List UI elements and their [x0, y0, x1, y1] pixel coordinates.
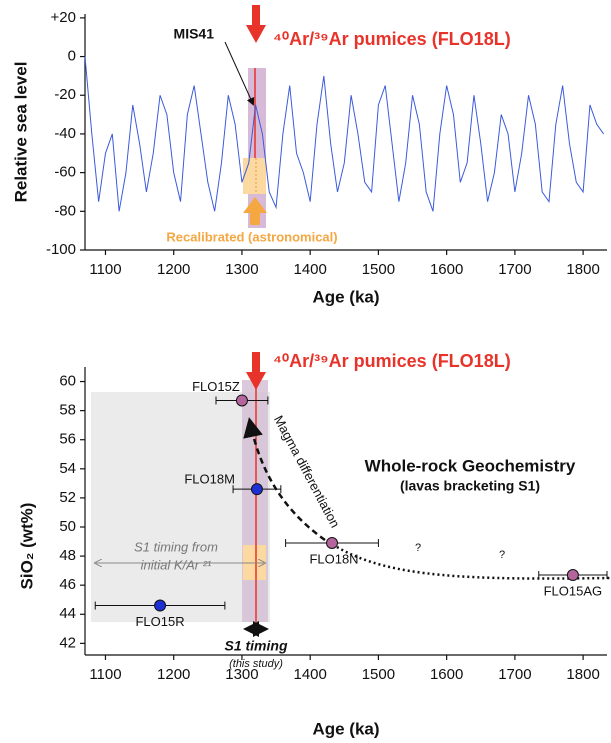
- y-tick-label: 44: [59, 605, 76, 622]
- x-tick-label: 1200: [157, 666, 190, 683]
- x-axis-label: Age (ka): [312, 287, 379, 306]
- x-tick-label: 1200: [157, 261, 190, 278]
- y-tick-label: 56: [59, 431, 76, 448]
- data-point: [235, 394, 248, 407]
- y-axis-label: SiO₂ (wt%): [17, 503, 36, 590]
- y-tick-label: -60: [54, 164, 76, 181]
- point-label: FLO18M: [184, 472, 235, 487]
- annotation: Whole-rock Geochemistry: [365, 456, 576, 475]
- point-label: FLO18N: [309, 551, 358, 566]
- top-decor: [224, 5, 267, 228]
- annotation: Recalibrated (astronomical): [166, 229, 337, 244]
- y-tick-label: 60: [59, 373, 76, 390]
- data-point: [154, 599, 167, 612]
- y-tick-label: -20: [54, 86, 76, 103]
- x-tick-label: 1600: [430, 261, 463, 278]
- x-tick-label: 1800: [566, 666, 599, 683]
- x-tick-label: 1700: [498, 261, 531, 278]
- y-tick-label: 50: [59, 518, 76, 535]
- annotation: ?: [499, 549, 505, 561]
- annotation: (lavas bracketing S1): [400, 478, 540, 494]
- sea-level-line: [84, 56, 604, 212]
- x-tick-label: 1400: [293, 666, 326, 683]
- point-label: FLO15R: [135, 614, 184, 629]
- point-label: FLO15AG: [544, 583, 603, 598]
- x-tick-label: 1600: [430, 666, 463, 683]
- y-tick-label: -80: [54, 202, 76, 219]
- data-point: [566, 569, 579, 581]
- y-tick-label: 0: [68, 48, 76, 65]
- x-tick-label: 1800: [566, 261, 599, 278]
- x-axis-label: Age (ka): [312, 719, 379, 738]
- x-tick-label: 1700: [498, 666, 531, 683]
- y-tick-label: 52: [59, 489, 76, 506]
- annotation: (this study): [229, 658, 283, 670]
- bottom-decor: [91, 352, 611, 637]
- y-tick-label: 54: [59, 460, 76, 477]
- y-tick-label: 48: [59, 547, 76, 564]
- y-tick-label: 46: [59, 576, 76, 593]
- annotation: S1 timing from: [134, 539, 218, 554]
- annotation: initial K/Ar ²¹: [141, 557, 212, 572]
- x-tick-label: 1500: [362, 666, 395, 683]
- y-tick-label: 42: [59, 634, 76, 651]
- y-tick-label: -100: [46, 241, 76, 258]
- x-tick-label: 1100: [89, 261, 121, 278]
- x-tick-label: 1500: [362, 261, 395, 278]
- annotation: ⁴⁰Ar/³⁹Ar pumices (FLO18L): [273, 351, 511, 371]
- data-point: [250, 483, 263, 496]
- data-point: [326, 537, 339, 549]
- y-tick-label: 58: [59, 402, 76, 419]
- annotation: S1 timing: [224, 638, 287, 654]
- annotation: ?: [415, 542, 421, 554]
- point-label: FLO15Z: [192, 379, 240, 394]
- x-tick-label: 1400: [293, 261, 326, 278]
- annotation: ⁴⁰Ar/³⁹Ar pumices (FLO18L): [273, 29, 511, 49]
- x-tick-label: 1300: [225, 261, 258, 278]
- annotation: Magma differentiation: [271, 413, 343, 530]
- x-tick-label: 1300: [225, 666, 258, 683]
- annotation: MIS41: [174, 26, 215, 42]
- y-tick-label: +20: [51, 9, 76, 26]
- y-tick-label: -40: [54, 125, 76, 142]
- y-axis-label: Relative sea level: [11, 62, 30, 203]
- x-tick-label: 1100: [89, 666, 121, 683]
